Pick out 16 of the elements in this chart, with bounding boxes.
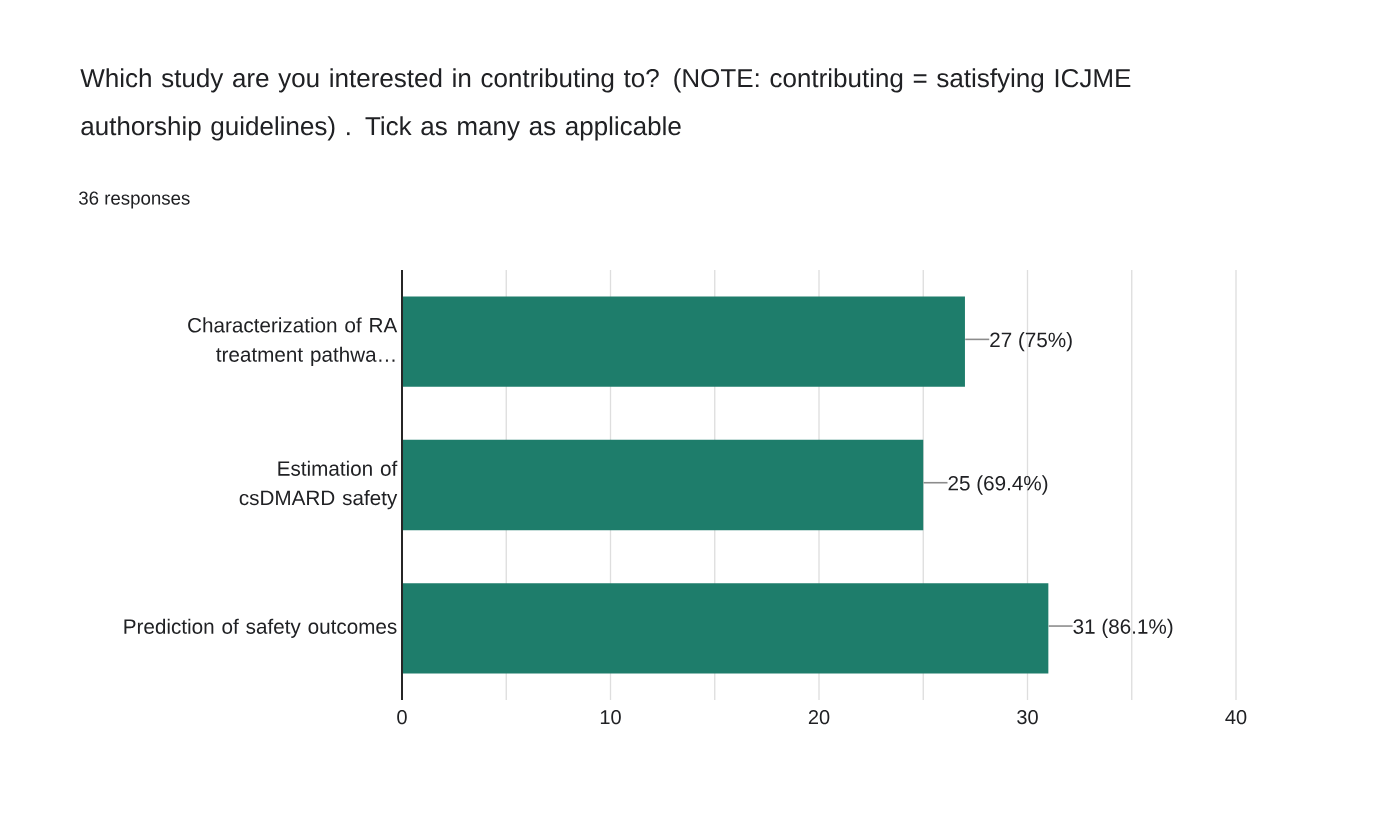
x-tick-label: 0: [397, 710, 407, 725]
y-tick-label: Characterization of RA treatment pathwa…: [188, 317, 398, 366]
bar: [402, 296, 965, 387]
y-tick-label: Estimation of csDMARD safety: [239, 460, 398, 510]
x-tick-label: 30: [1017, 710, 1038, 725]
chart-title: Which study are you interested in contributing to? (NOTE: contributing = satisfying ICJME authorship guidelines) . Tick as many as applicable: [80, 68, 1131, 141]
data-label: 25 (69.4%): [948, 475, 1048, 495]
bar: [402, 583, 1049, 674]
text: 36 responses: [78, 191, 190, 209]
x-tick-label: 40: [1225, 710, 1247, 725]
bar: [402, 439, 924, 531]
x-tick-label: 10: [600, 710, 621, 725]
data-label: 31 (86.1%): [1073, 618, 1173, 638]
y-tick-label: Prediction of safety outcomes: [124, 618, 397, 638]
data-label: 27 (75%): [990, 332, 1072, 352]
x-tick-label: 20: [808, 710, 830, 725]
